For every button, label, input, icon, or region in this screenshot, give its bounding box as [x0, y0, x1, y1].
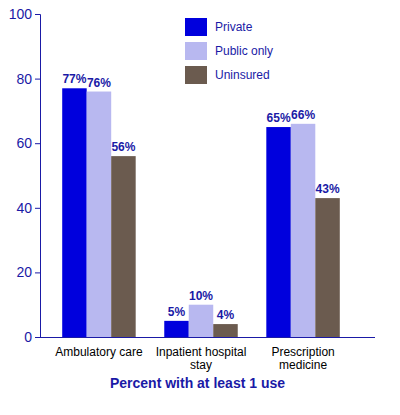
- bar: [189, 305, 213, 337]
- data-label: 10%: [189, 289, 213, 303]
- tick: 100: [9, 6, 40, 22]
- data-label: 43%: [316, 182, 340, 196]
- tick-label: 40: [16, 200, 32, 216]
- data-label: 4%: [217, 308, 235, 322]
- data-label: 66%: [291, 108, 315, 122]
- tick-label: Ambulatory care: [55, 345, 143, 359]
- axis-line: [40, 337, 375, 338]
- tick: 40: [16, 200, 40, 216]
- legend: Private Public only Uninsured: [185, 18, 273, 84]
- bar: [266, 127, 290, 337]
- y-axis: 0 20 40 60 80 100: [9, 6, 41, 345]
- bars: [62, 88, 340, 337]
- tick-label: Inpatient hospitalstay: [156, 345, 247, 373]
- tick: 20: [16, 264, 40, 280]
- legend-swatch: [185, 18, 207, 36]
- tick-mark: [35, 79, 40, 80]
- x-axis: Ambulatory care Inpatient hospitalstay Pre…: [40, 337, 375, 372]
- tick: Ambulatory care: [55, 337, 143, 359]
- data-label: 65%: [267, 111, 291, 125]
- legend-item: Public only: [185, 42, 273, 60]
- tick: Prescriptionmedicine: [271, 337, 334, 372]
- tick-label: 100: [9, 6, 33, 22]
- legend-label: Public only: [215, 44, 273, 58]
- bar: [87, 92, 111, 337]
- tick-label: 80: [16, 71, 32, 87]
- bar: [213, 324, 237, 337]
- tick: 0: [24, 329, 40, 345]
- data-label: 77%: [62, 72, 86, 86]
- tick-label: 0: [24, 329, 32, 345]
- tick-label: 20: [16, 264, 32, 280]
- tick-label: Prescriptionmedicine: [271, 345, 334, 373]
- bar: [315, 198, 339, 337]
- tick-mark: [35, 337, 40, 338]
- legend-swatch: [185, 42, 207, 60]
- tick-mark: [35, 143, 40, 144]
- data-labels: 77% 5% 65% 76% 10% 66% 56% 4% 43%: [62, 72, 339, 322]
- tick-mark: [35, 272, 40, 273]
- tick: Inpatient hospitalstay: [156, 337, 247, 372]
- data-label: 76%: [87, 76, 111, 90]
- tick: 60: [16, 135, 40, 151]
- bar: [62, 88, 86, 337]
- legend-label: Private: [215, 20, 253, 34]
- bar: [291, 124, 315, 337]
- legend-swatch: [185, 66, 207, 84]
- tick: 80: [16, 71, 40, 87]
- axis-line: [35, 15, 41, 338]
- tick-mark: [35, 14, 40, 15]
- chart: 0 20 40 60 80 100 Ambulatory care Inpatient hos…: [0, 0, 400, 415]
- bar: [111, 156, 135, 337]
- data-label: 56%: [111, 140, 135, 154]
- tick-mark: [35, 208, 40, 209]
- data-label: 5%: [168, 305, 186, 319]
- tick-label: 60: [16, 135, 32, 151]
- x-axis-title: Percent with at least 1 use: [110, 375, 285, 391]
- bar: [164, 321, 188, 337]
- legend-label: Uninsured: [215, 68, 270, 82]
- legend-item: Uninsured: [185, 66, 270, 84]
- legend-item: Private: [185, 18, 253, 36]
